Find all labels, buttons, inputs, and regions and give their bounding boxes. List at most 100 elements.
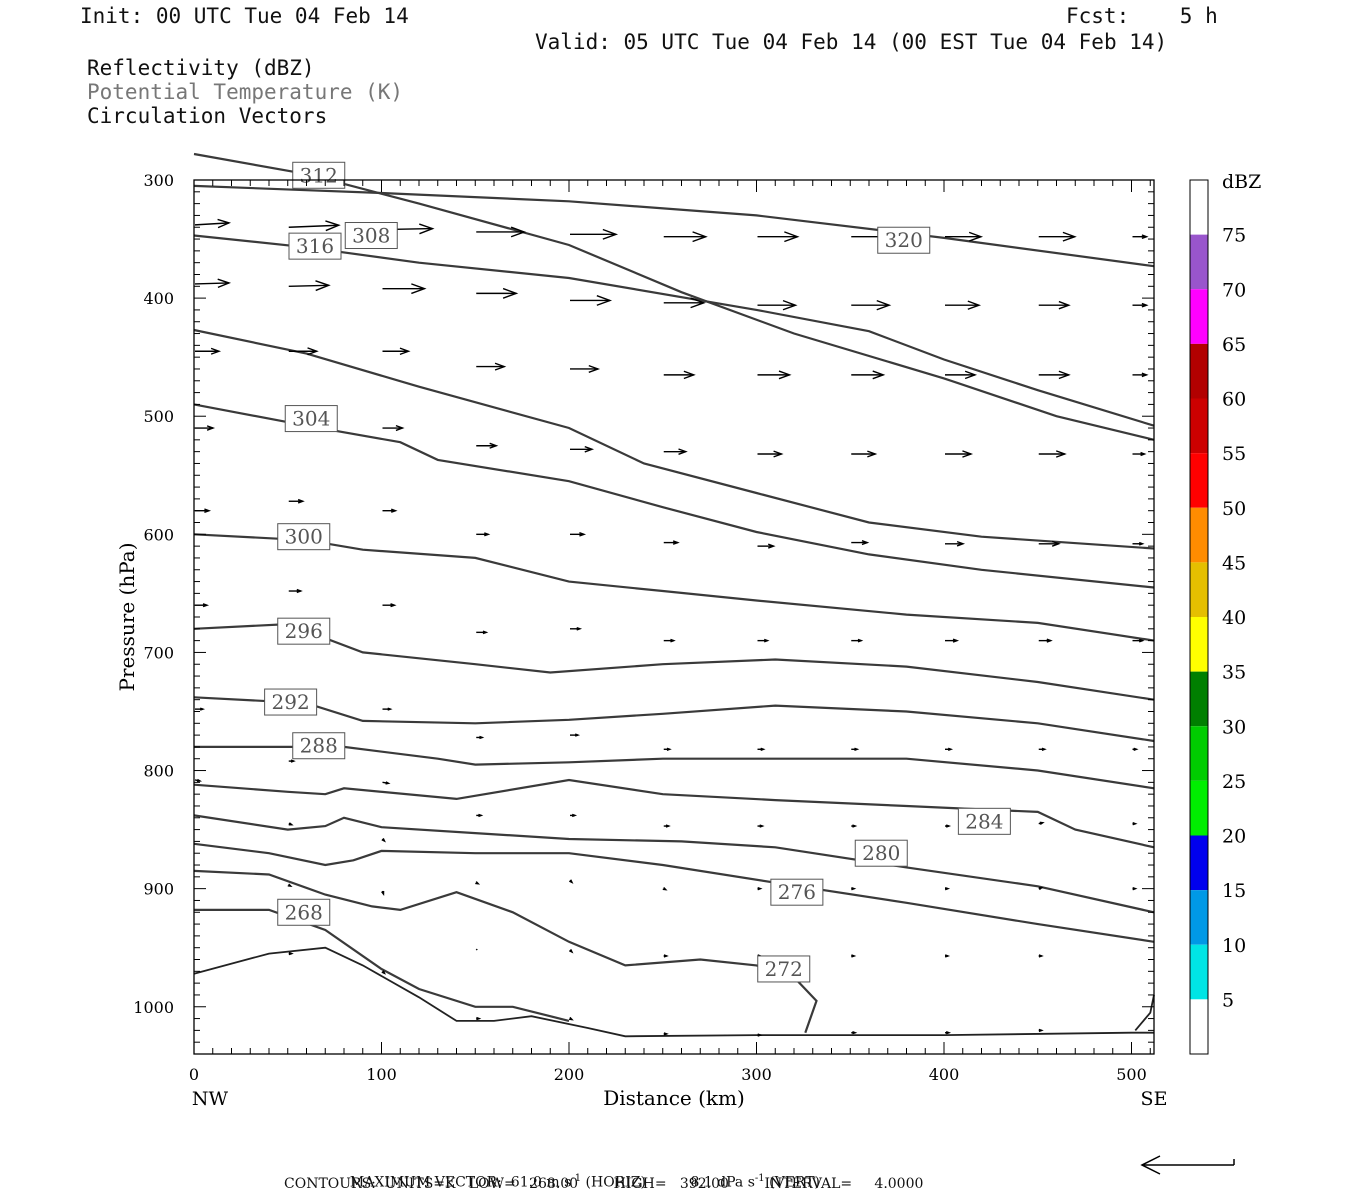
contour-308 [193, 328, 1155, 550]
circulation-vector [1132, 234, 1149, 240]
y-tick-label: 1000 [133, 998, 174, 1017]
y-tick-label: 900 [143, 880, 174, 899]
contour-label: 280 [854, 839, 908, 867]
colorbar-swatch [1190, 562, 1208, 617]
circulation-vector [945, 231, 984, 242]
circulation-vector [570, 228, 619, 240]
circulation-vector [757, 231, 800, 243]
field-potential-temperature: Potential Temperature (K) [87, 80, 404, 104]
colorbar-label: 10 [1222, 935, 1246, 957]
circulation-vector [382, 424, 405, 432]
circulation-vector [757, 1033, 763, 1037]
circulation-vector [851, 1031, 858, 1035]
y-tick-label: 800 [143, 762, 174, 781]
max-horiz-exponent: -1 [571, 1173, 582, 1184]
circulation-vector [1132, 541, 1145, 546]
circulation-vector [663, 370, 696, 380]
circulation-vector [945, 1031, 952, 1035]
circulation-vector [568, 1016, 574, 1021]
max-vector-line: MAXIMUM VECTOR: 61.0 m s-1 (HORIZ) 8.1 d… [341, 1157, 820, 1191]
max-vert-exponent: -1 [754, 1173, 765, 1184]
colorbar-label: 70 [1222, 279, 1246, 301]
colorbar-swatch [1190, 671, 1208, 727]
colorbar-label: 5 [1222, 989, 1234, 1011]
circulation-vector [663, 638, 676, 643]
circulation-vector [288, 822, 294, 826]
svg-text:308: 308 [352, 224, 390, 248]
contour-label: 300 [277, 523, 331, 551]
colorbar-unit: dBZ [1222, 171, 1261, 193]
circulation-vector [663, 448, 688, 455]
circulation-vector [288, 220, 341, 232]
svg-text:320: 320 [885, 228, 923, 252]
circulation-vector [195, 707, 206, 711]
contour-label: 268 [277, 898, 331, 926]
contour-label: 304 [284, 405, 338, 433]
circulation-vector [663, 297, 706, 309]
circulation-vector [1038, 886, 1044, 891]
circulation-vector [851, 824, 858, 828]
circulation-vector [757, 638, 770, 643]
circulation-vector [1038, 821, 1045, 825]
contour-316 [193, 234, 1155, 427]
contour-label: 284 [957, 807, 1011, 835]
svg-text:276: 276 [778, 880, 816, 904]
circulation-vector [476, 630, 489, 635]
svg-text:300: 300 [285, 525, 323, 549]
circulation-vector [851, 540, 870, 546]
circulation-vector [1132, 822, 1138, 826]
circulation-vector [476, 735, 485, 740]
colorbar-label: 40 [1222, 607, 1246, 629]
contour-label: 276 [770, 878, 824, 906]
circulation-vector [570, 364, 601, 373]
colorbar-label: 20 [1222, 826, 1246, 848]
valid-time: Valid: 05 UTC Tue 04 Feb 14 (00 EST Tue … [535, 30, 1168, 54]
y-tick-label: 300 [143, 171, 174, 190]
x-start-endpoint: NW [192, 1088, 229, 1110]
circulation-vector [945, 747, 954, 751]
contour-label: 320 [877, 226, 931, 254]
circulation-vector [1038, 638, 1053, 643]
forecast-hour: Fcst: 5 h [1066, 4, 1218, 28]
circulation-vector [1038, 450, 1067, 458]
colorbar-label: 25 [1222, 771, 1246, 793]
circulation-vector [1038, 370, 1071, 380]
colorbar-label: 45 [1222, 552, 1246, 574]
circulation-vector [568, 879, 574, 884]
circulation-vector [476, 813, 484, 818]
circulation-vector [194, 218, 232, 229]
svg-text:268: 268 [285, 900, 323, 924]
circulation-vector [1132, 747, 1139, 751]
circulation-vector [288, 951, 294, 956]
contour-label: 292 [264, 688, 318, 716]
contour-label: 316 [288, 232, 342, 260]
circulation-vector [1038, 540, 1061, 547]
max-vert-tail: (VERT) [764, 1174, 821, 1191]
colorbar-label: 75 [1222, 225, 1246, 247]
circulation-vector [194, 778, 203, 783]
contour-304 [193, 403, 1155, 589]
circulation-vector [476, 362, 507, 371]
circulation-vector [195, 347, 222, 355]
x-axis-ticks: 0 100 200 300 400 500 [189, 180, 1151, 1084]
circulation-vector [476, 442, 499, 449]
circulation-vector [945, 300, 982, 310]
x-tick-label: 0 [189, 1065, 199, 1084]
circulation-vector [382, 707, 393, 711]
y-tick-label: 400 [143, 289, 174, 308]
contour-320 [193, 184, 1155, 268]
colorbar-label: 15 [1222, 880, 1246, 902]
circulation-vector [945, 824, 952, 828]
colorbar-swatch [1190, 780, 1208, 836]
y-axis-ticks: 300 400 500 600 700 800 900 1000 [133, 171, 1154, 1043]
colorbar-label: 35 [1222, 662, 1246, 684]
circulation-vector [945, 540, 966, 547]
circulation-vector [476, 226, 527, 238]
circulation-vector [757, 370, 792, 380]
circulation-vector [570, 733, 581, 737]
contour-labels: 320 316 312 308 304 300 296 292 288 284 280 276 272 2… [264, 161, 1011, 983]
colorbar-swatch [1190, 617, 1208, 672]
circulation-vector [476, 287, 519, 299]
circulation-vector [288, 498, 305, 504]
circulation-vector [757, 450, 784, 458]
